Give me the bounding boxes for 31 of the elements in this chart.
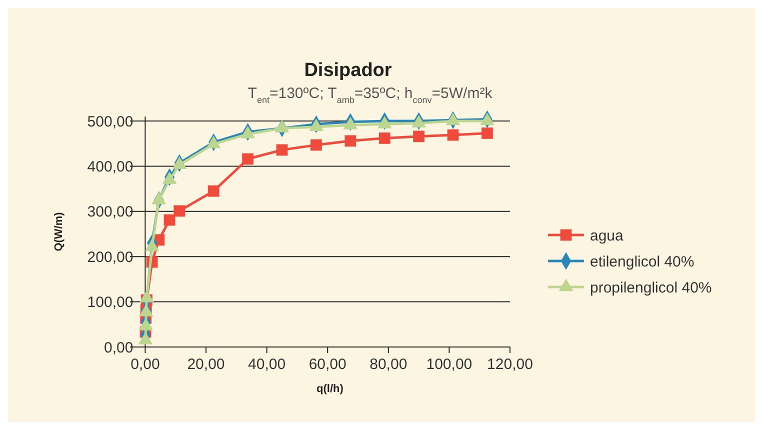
point bbox=[164, 214, 176, 226]
y-tick-label: 100,00 bbox=[87, 294, 134, 312]
x-tick-label: 100,00 bbox=[426, 356, 472, 373]
y-tick-label: 500,00 bbox=[87, 113, 134, 130]
y-tick-label: 400,00 bbox=[87, 158, 134, 176]
point bbox=[276, 144, 288, 156]
point bbox=[310, 139, 322, 151]
point bbox=[482, 128, 493, 139]
x-tick-label: 80,00 bbox=[370, 356, 408, 373]
x-tick-label: 120,00 bbox=[487, 356, 533, 373]
point bbox=[174, 205, 186, 217]
y-axis-title: Q(W/m) bbox=[53, 212, 65, 252]
point bbox=[208, 185, 220, 197]
y-tick-label: 0,00 bbox=[104, 339, 134, 356]
point bbox=[378, 132, 390, 144]
legend-label: agua bbox=[590, 227, 624, 244]
x-tick-label: 20,00 bbox=[187, 356, 225, 373]
y-tick-label: 300,00 bbox=[87, 204, 134, 221]
y-tick-label: 200,00 bbox=[87, 248, 134, 266]
point bbox=[413, 130, 424, 142]
point bbox=[344, 135, 356, 147]
x-tick-label: 40,00 bbox=[248, 356, 286, 373]
legend-label: etilenglicol 40% bbox=[590, 253, 694, 270]
chart-subtitle: T$_{ent}$=130ºC; T$_{amb}$=35ºC; h$_{conv}$=5W/m²k bbox=[248, 85, 493, 105]
legend-label: propilenglicol 40% bbox=[590, 279, 712, 296]
x-axis-title: q(l/h) bbox=[316, 383, 344, 395]
x-tick-label: 60,00 bbox=[308, 356, 346, 373]
x-tick-label: 0,00 bbox=[130, 356, 160, 373]
point bbox=[447, 129, 459, 141]
chart-title: Disipador bbox=[304, 60, 392, 81]
point bbox=[242, 153, 254, 165]
